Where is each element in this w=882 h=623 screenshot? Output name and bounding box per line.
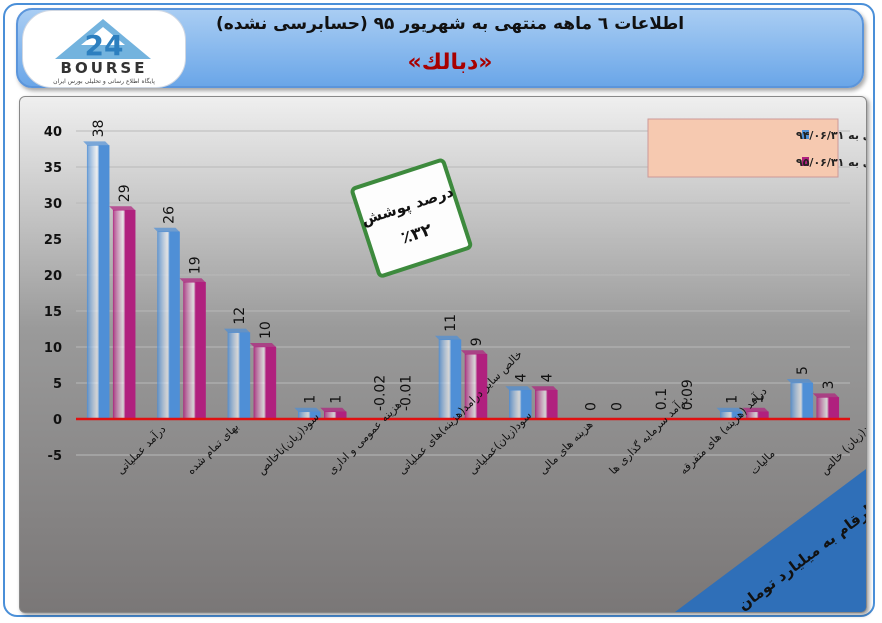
bar-cap bbox=[320, 407, 347, 412]
bourse-logo-mark: 24 BOURSE پایگاه اطلاع رسانی و تحلیلی بو… bbox=[53, 19, 155, 85]
coverage-badge: درصد پوشش ٪۳۲ bbox=[350, 158, 473, 278]
bar-cap bbox=[531, 386, 558, 391]
data-label: 10 bbox=[258, 321, 274, 339]
data-label: 9 bbox=[469, 337, 485, 346]
data-label: 4 bbox=[539, 373, 555, 382]
logo-tagline: پایگاه اطلاع رسانی و تحلیلی بورس ایران bbox=[53, 77, 155, 85]
x-category-label: سود(زیان)ناخالص bbox=[255, 410, 322, 477]
bar-series-2 bbox=[816, 397, 840, 420]
units-banner: ارقام به میلیارد تومان bbox=[675, 469, 866, 612]
data-label: -0.01 bbox=[399, 375, 415, 411]
bar-cap bbox=[742, 407, 769, 412]
bar-cap bbox=[786, 379, 813, 383]
data-label: 0.1 bbox=[654, 388, 670, 410]
svg-text:24: 24 bbox=[85, 29, 124, 62]
data-label: 1 bbox=[328, 395, 344, 404]
data-label: -0.02 bbox=[373, 375, 389, 411]
bar-series-1 bbox=[86, 145, 110, 420]
bar-cap bbox=[812, 393, 839, 398]
bourse-logo: 24 BOURSE پایگاه اطلاع رسانی و تحلیلی بو… bbox=[22, 10, 186, 88]
y-tick-label: -5 bbox=[48, 449, 62, 464]
bar-cap bbox=[505, 386, 532, 391]
y-tick-label: 5 bbox=[53, 377, 62, 392]
data-label: 1 bbox=[750, 395, 766, 404]
bar-cap bbox=[435, 335, 461, 340]
bar-cap bbox=[716, 407, 743, 412]
legend-label-2: ۶ ماهه منتهی به ۹۵/۰۶/۳۱ bbox=[796, 156, 866, 169]
x-category-label: مالیات bbox=[747, 447, 777, 477]
bar-cap bbox=[249, 343, 276, 347]
x-category-label: هزینه های مالی bbox=[536, 418, 595, 477]
y-tick-label: 10 bbox=[44, 341, 62, 356]
legend-swatch-2 bbox=[802, 157, 809, 166]
data-label: 3 bbox=[821, 380, 837, 389]
data-label: 0.09 bbox=[680, 379, 696, 410]
data-label: 12 bbox=[232, 307, 248, 325]
bar-series-2 bbox=[183, 281, 206, 420]
y-tick-label: 40 bbox=[44, 125, 62, 140]
bar-series-2 bbox=[535, 389, 558, 420]
data-label: 0 bbox=[610, 402, 626, 411]
data-label: 11 bbox=[443, 314, 459, 332]
y-tick-label: 25 bbox=[44, 233, 62, 248]
y-tick-label: 35 bbox=[44, 161, 62, 176]
y-tick-label: 15 bbox=[44, 305, 62, 320]
bar-cap bbox=[461, 350, 487, 355]
legend-swatch-1 bbox=[802, 130, 809, 139]
bar-series-2 bbox=[253, 346, 277, 420]
company-symbol: «دبالك» bbox=[407, 50, 493, 75]
bar-series-1 bbox=[227, 332, 251, 420]
y-tick-label: 30 bbox=[44, 197, 62, 212]
legend: ۶ ماهه منتهی به ۹۴/۰۶/۳۱ ۶ ماهه منتهی به… bbox=[647, 118, 866, 178]
bar-series-1 bbox=[157, 231, 180, 420]
page-title: اطلاعات ٦ ماهه منتهی به شهریور ۹۵ (حسابر… bbox=[215, 14, 685, 34]
data-label: 0 bbox=[584, 402, 600, 411]
data-label: 26 bbox=[162, 206, 178, 224]
data-label: 38 bbox=[91, 120, 107, 138]
data-label: 1 bbox=[302, 395, 318, 404]
bar-cap bbox=[109, 206, 136, 211]
y-tick-label: 0 bbox=[53, 413, 62, 428]
x-category-label: سود(زیان) خالص bbox=[818, 412, 866, 477]
data-label: 19 bbox=[188, 256, 204, 274]
chart-area: 38 29 26 19 12 10 1 1 -0.02 -0.01 11 9 4 4 0 0 0.1 0.09 1 1… bbox=[19, 96, 867, 613]
data-label: 29 bbox=[117, 184, 133, 202]
bar-series-2 bbox=[112, 209, 136, 420]
data-label: 4 bbox=[513, 373, 529, 382]
data-label: 1 bbox=[724, 395, 740, 404]
logo-brand: BOURSE bbox=[61, 59, 148, 77]
legend-label-1: ۶ ماهه منتهی به ۹۴/۰۶/۳۱ bbox=[796, 129, 866, 142]
bar-cap bbox=[179, 278, 206, 283]
y-tick-label: 20 bbox=[44, 269, 62, 284]
bar-cap bbox=[153, 227, 180, 232]
x-category-label: بهای تمام شده bbox=[184, 420, 241, 477]
bar-series-1 bbox=[790, 382, 814, 420]
bar-cap bbox=[294, 407, 321, 412]
x-category-label: درآمد عملیاتی bbox=[113, 422, 168, 477]
bar-cap bbox=[223, 328, 250, 333]
bar-cap bbox=[83, 141, 110, 146]
data-label: 5 bbox=[795, 366, 811, 375]
